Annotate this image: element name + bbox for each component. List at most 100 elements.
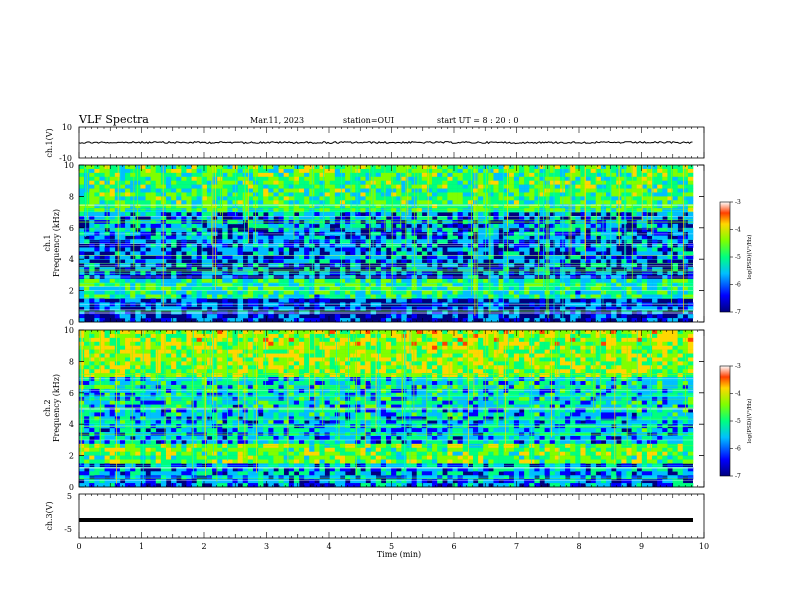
- spectrogram-cell: [114, 223, 121, 229]
- spectrogram-cell: [171, 435, 177, 441]
- spectrogram-cell: [165, 467, 172, 472]
- spectrogram-cell: [176, 176, 182, 181]
- spectrogram-cell: [513, 294, 520, 299]
- spectrogram-cell: [380, 216, 387, 221]
- spectrogram-cell: [585, 251, 591, 256]
- spectrogram-cell: [304, 259, 310, 264]
- spectrogram-cell: [89, 479, 95, 484]
- spectrogram-cell: [457, 188, 464, 193]
- spectrogram-cell: [191, 298, 197, 303]
- spectrogram-cell: [667, 192, 673, 197]
- spectrogram-cell: [304, 212, 310, 217]
- spectrogram-cell: [119, 192, 126, 197]
- spectrogram-cell: [186, 188, 192, 193]
- spectrogram-cell: [140, 247, 146, 252]
- spectrogram-cell: [140, 278, 146, 284]
- spectrogram-cell: [304, 286, 310, 291]
- spectrogram-cell: [293, 314, 300, 319]
- spectrogram-cell: [662, 278, 668, 284]
- ch1-colorbar-gradient: [719, 201, 731, 313]
- spectrogram-cell: [406, 208, 412, 213]
- spectrogram-cell: [483, 216, 489, 221]
- spectrogram-cell: [462, 200, 469, 205]
- spectrogram-cell: [171, 239, 177, 244]
- spectrogram-cell: [247, 310, 254, 315]
- spectrogram-cell: [437, 247, 443, 252]
- spectrogram-cell: [314, 310, 320, 315]
- spectrogram-cell: [104, 388, 110, 394]
- spectrogram-cell: [135, 353, 141, 358]
- spectrogram-cell: [130, 467, 136, 472]
- spectrogram-cell: [314, 294, 320, 299]
- spectrogram-cell: [278, 216, 284, 221]
- spectrogram-cell: [155, 412, 162, 417]
- spectrogram-cell: [222, 223, 228, 229]
- spectrogram-cell: [181, 200, 187, 205]
- spectrogram-cell: [293, 239, 300, 244]
- spectrogram-cell: [135, 251, 141, 256]
- spectrogram-cell: [411, 255, 417, 260]
- spectrogram-cell: [293, 200, 300, 205]
- ch1-waveform-panel: 10 -10 ch.1(V): [45, 123, 705, 163]
- spectrogram-cell: [380, 212, 387, 217]
- spectrogram-cell: [212, 377, 218, 382]
- spectrogram-cell: [365, 172, 371, 178]
- spectrogram-cell: [636, 168, 643, 174]
- spectrogram-cell: [84, 247, 90, 252]
- spectrogram-cell: [304, 247, 310, 252]
- spectrogram-cell: [457, 176, 464, 181]
- spectrogram-cell: [222, 278, 228, 284]
- spectrogram-cell: [89, 447, 95, 452]
- spectrogram-cell: [181, 247, 187, 252]
- spectrogram-cell: [212, 219, 218, 225]
- spectrogram-cell: [498, 192, 504, 197]
- spectrogram-cell: [657, 294, 663, 299]
- spectrogram-cell: [145, 373, 151, 378]
- spectrogram-cell: [457, 200, 464, 205]
- spectrogram-cell: [181, 451, 187, 456]
- spectrogram-cell: [109, 212, 116, 217]
- spectrogram-cell: [549, 259, 556, 264]
- spectrogram-cell: [391, 168, 397, 174]
- spectrogram-cell: [130, 361, 136, 366]
- spectrogram-cell: [360, 294, 366, 299]
- spectrogram-cell: [165, 381, 172, 386]
- spectrogram-cell: [391, 259, 397, 264]
- spectrogram-cell: [401, 192, 407, 197]
- spectrogram-cell: [145, 396, 151, 401]
- spectrogram-cell: [380, 219, 387, 225]
- spectrogram-cell: [478, 180, 484, 185]
- spectrogram-cell: [386, 200, 392, 205]
- spectrogram-cell: [309, 318, 315, 323]
- spectrogram-cell: [114, 212, 121, 217]
- spectrogram-cell: [196, 278, 203, 284]
- spectrogram-cell: [130, 239, 136, 244]
- spectrogram-cell: [529, 290, 535, 295]
- spectrogram-cell: [109, 404, 116, 409]
- spectrogram-cell: [304, 200, 310, 205]
- spectrogram-cell: [606, 223, 612, 229]
- spectrogram-cell: [140, 200, 146, 205]
- spectrogram-cell: [114, 365, 121, 370]
- spectrogram-cell: [570, 165, 576, 170]
- spectrogram-cell: [554, 180, 561, 185]
- spectrogram-cell: [314, 251, 320, 256]
- spectrogram-cell: [549, 219, 556, 225]
- spectrogram-cell: [549, 310, 556, 315]
- spectrogram-cell: [687, 192, 694, 197]
- spectrogram-cell: [360, 196, 366, 201]
- spectrogram-cell: [273, 282, 279, 287]
- spectrogram-cell: [524, 176, 530, 181]
- spectrogram-cell: [201, 290, 208, 295]
- spectrogram-cell: [432, 176, 438, 181]
- spectrogram-cell: [222, 192, 228, 197]
- spectrogram-cell: [186, 290, 192, 295]
- spectrogram-cell: [416, 216, 423, 221]
- spectrogram-cell: [657, 255, 663, 260]
- spectrogram-cell: [345, 239, 351, 244]
- spectrogram-cell: [130, 416, 136, 421]
- spectrogram-cell: [114, 447, 121, 452]
- spectrogram-cell: [508, 235, 515, 240]
- spectrogram-cell: [191, 251, 197, 256]
- spectrogram-cell: [600, 168, 607, 174]
